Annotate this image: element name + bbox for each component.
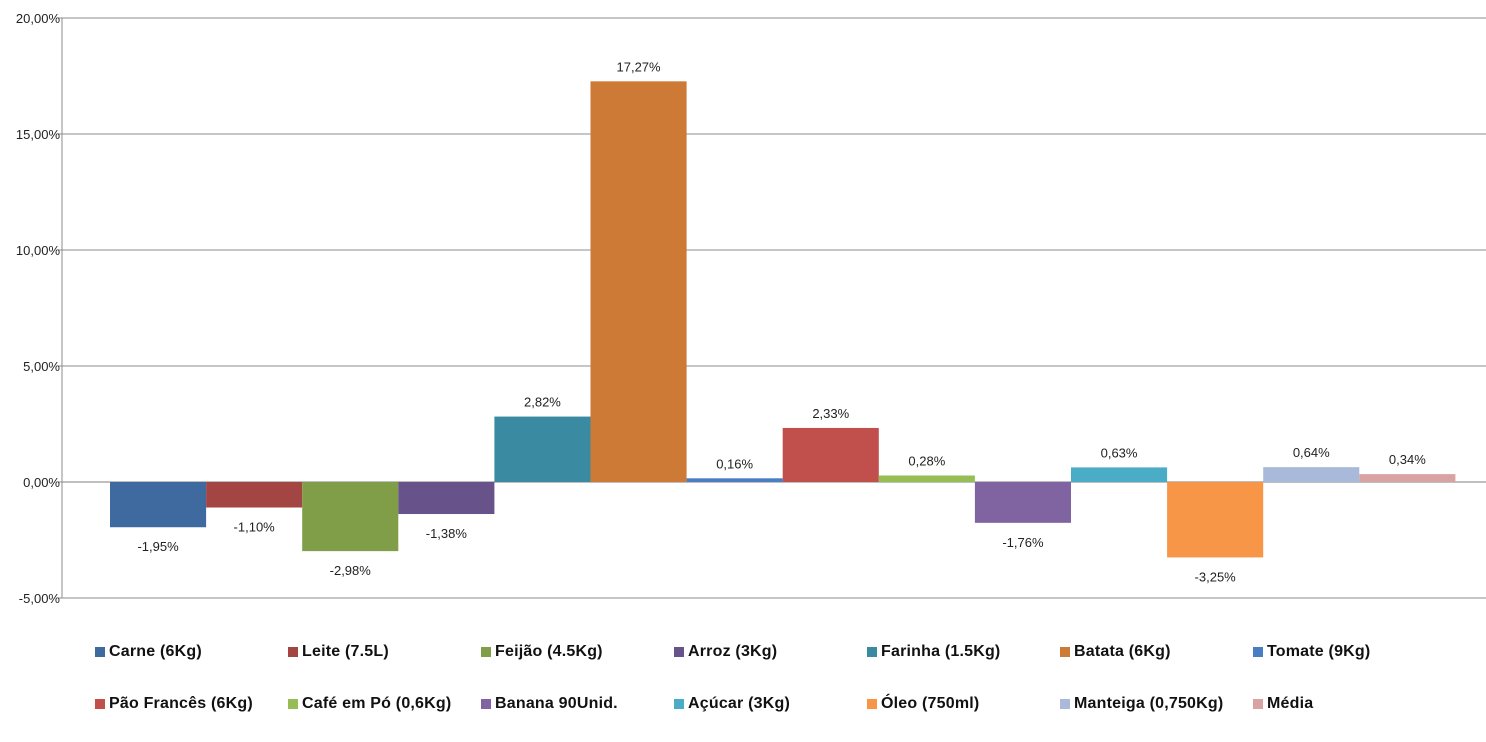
bar — [1359, 474, 1456, 482]
legend-item: Tomate (9Kg) — [1253, 638, 1446, 666]
legend-label: Feijão (4.5Kg) — [495, 643, 603, 660]
legend-item: Feijão (4.5Kg) — [481, 638, 674, 666]
bar — [974, 482, 1071, 523]
legend-item: Média — [1253, 690, 1446, 718]
bar — [686, 478, 783, 482]
bar — [1071, 467, 1168, 482]
legend-item: Arroz (3Kg) — [674, 638, 867, 666]
data-labels: -1,95% -1,10% -2,98% -1,38% 2,82% 17,27% 0,16%… — [137, 59, 1426, 584]
legend-swatch — [867, 699, 877, 709]
legend-swatch — [481, 647, 491, 657]
legend-item: Carne (6Kg) — [95, 638, 288, 666]
gridlines — [62, 17, 1486, 599]
legend-item: Farinha (1.5Kg) — [867, 638, 1060, 666]
data-label: -1,76% — [1002, 535, 1044, 550]
data-label: 0,16% — [716, 456, 753, 471]
bar — [1263, 467, 1360, 482]
legend-item: Batata (6Kg) — [1060, 638, 1253, 666]
legend-swatch — [288, 647, 298, 657]
legend-label: Média — [1267, 695, 1314, 712]
legend-row: Pão Francês (6Kg) Café em Pó (0,6Kg) Banan… — [95, 690, 1475, 718]
data-label: 0,28% — [908, 454, 945, 469]
legend-item: Manteiga (0,750Kg) — [1060, 690, 1253, 718]
legend-label: Leite (7.5L) — [302, 643, 389, 660]
data-label: -3,25% — [1195, 569, 1237, 584]
legend-label: Café em Pó (0,6Kg) — [302, 695, 452, 712]
legend-label: Açúcar (3Kg) — [688, 695, 790, 712]
legend-label: Tomate (9Kg) — [1267, 643, 1371, 660]
data-label: 0,63% — [1101, 445, 1138, 460]
legend-label: Banana 90Unid. — [495, 695, 618, 712]
legend-swatch — [481, 699, 491, 709]
y-tick-label: 10,00% — [16, 243, 61, 258]
legend-item: Leite (7.5L) — [288, 638, 481, 666]
data-label: 0,64% — [1293, 445, 1330, 460]
bars — [110, 81, 1456, 558]
legend-item: Banana 90Unid. — [481, 690, 674, 718]
data-label: -1,10% — [234, 520, 276, 535]
bar — [206, 482, 303, 508]
legend-item: Açúcar (3Kg) — [674, 690, 867, 718]
legend-swatch — [95, 647, 105, 657]
legend-row: Carne (6Kg) Leite (7.5L) Feijão (4.5Kg) Arr… — [95, 638, 1475, 666]
legend-item: Pão Francês (6Kg) — [95, 690, 288, 718]
legend-label: Arroz (3Kg) — [688, 643, 778, 660]
legend-item: Café em Pó (0,6Kg) — [288, 690, 481, 718]
legend-swatch — [288, 699, 298, 709]
legend-swatch — [1060, 699, 1070, 709]
y-axis: -5,00% 0,00% 5,00% 10,00% 15,00% 20,00% — [16, 11, 63, 606]
legend-label: Óleo (750ml) — [881, 695, 980, 712]
bar-chart: -5,00% 0,00% 5,00% 10,00% 15,00% 20,00% -1,95… — [16, 11, 1486, 606]
legend-swatch — [1253, 699, 1263, 709]
legend-label: Batata (6Kg) — [1074, 643, 1171, 660]
legend-swatch — [1253, 647, 1263, 657]
data-label: 2,82% — [524, 395, 561, 410]
bar — [494, 416, 591, 482]
legend-label: Carne (6Kg) — [109, 643, 202, 660]
bar — [110, 482, 207, 528]
data-label: 0,34% — [1389, 452, 1426, 467]
y-tick-label: 5,00% — [23, 359, 60, 374]
data-label: 17,27% — [617, 59, 662, 74]
y-tick-label: 15,00% — [16, 127, 61, 142]
legend-label: Pão Francês (6Kg) — [109, 695, 253, 712]
data-label: -1,38% — [426, 526, 468, 541]
y-tick-label: 0,00% — [23, 475, 60, 490]
legend-item: Óleo (750ml) — [867, 690, 1060, 718]
y-tick-label: -5,00% — [19, 591, 61, 606]
bar — [590, 81, 687, 482]
data-label: -2,98% — [330, 563, 372, 578]
legend-swatch — [674, 647, 684, 657]
legend-swatch — [1060, 647, 1070, 657]
legend-swatch — [674, 699, 684, 709]
legend-label: Farinha (1.5Kg) — [881, 643, 1001, 660]
y-tick-label: 20,00% — [16, 11, 61, 26]
legend-label: Manteiga (0,750Kg) — [1074, 695, 1224, 712]
data-label: 2,33% — [812, 406, 849, 421]
legend-swatch — [867, 647, 877, 657]
bar — [782, 427, 879, 482]
bar — [302, 482, 399, 552]
legend: Carne (6Kg) Leite (7.5L) Feijão (4.5Kg) Arr… — [95, 638, 1475, 742]
bar — [398, 482, 495, 515]
bar — [878, 475, 975, 482]
bar — [1167, 482, 1264, 558]
legend-swatch — [95, 699, 105, 709]
data-label: -1,95% — [137, 539, 179, 554]
